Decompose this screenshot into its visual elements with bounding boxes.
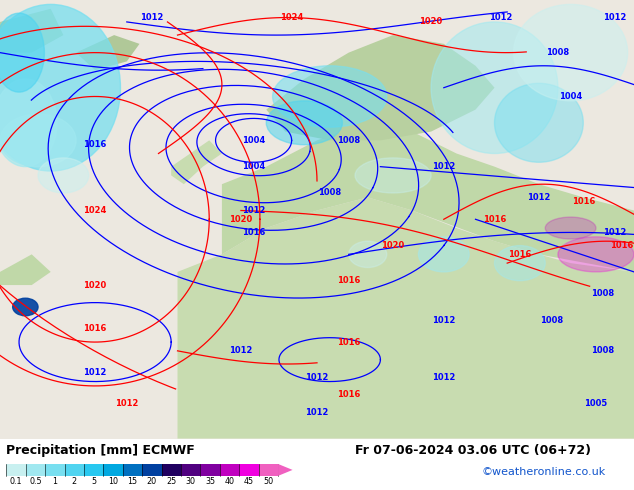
- Bar: [259, 464, 278, 476]
- Text: 1012: 1012: [306, 408, 328, 416]
- Bar: [239, 464, 259, 476]
- Text: 1012: 1012: [230, 346, 252, 355]
- Text: 1004: 1004: [242, 162, 265, 171]
- Text: Precipitation [mm] ECMWF: Precipitation [mm] ECMWF: [6, 444, 195, 457]
- Text: 1016: 1016: [84, 324, 107, 333]
- Text: 1008: 1008: [547, 48, 569, 57]
- Circle shape: [418, 237, 469, 272]
- Text: Fr 07-06-2024 03.06 UTC (06+72): Fr 07-06-2024 03.06 UTC (06+72): [355, 444, 591, 457]
- Bar: [181, 464, 200, 476]
- Bar: [45, 464, 65, 476]
- Text: 1020: 1020: [230, 215, 252, 224]
- Ellipse shape: [355, 158, 431, 193]
- Text: 1008: 1008: [591, 289, 614, 298]
- Circle shape: [0, 114, 76, 167]
- Bar: [200, 464, 220, 476]
- Text: 1008: 1008: [337, 136, 360, 145]
- Text: 1024: 1024: [84, 206, 107, 215]
- Bar: [6, 464, 26, 476]
- Text: 0.1: 0.1: [10, 477, 22, 486]
- Text: 40: 40: [224, 477, 235, 486]
- Ellipse shape: [431, 22, 558, 153]
- Text: 1016: 1016: [337, 276, 360, 285]
- Text: 1012: 1012: [115, 399, 138, 408]
- Bar: [142, 464, 162, 476]
- Text: 25: 25: [166, 477, 176, 486]
- Ellipse shape: [558, 237, 634, 272]
- Bar: [84, 464, 103, 476]
- Text: ©weatheronline.co.uk: ©weatheronline.co.uk: [482, 467, 606, 477]
- Text: 1: 1: [53, 477, 57, 486]
- Circle shape: [38, 158, 89, 193]
- FancyArrow shape: [278, 464, 292, 476]
- Text: 1012: 1012: [84, 368, 107, 377]
- Text: 10: 10: [108, 477, 118, 486]
- Text: 0.5: 0.5: [29, 477, 42, 486]
- Text: 30: 30: [186, 477, 196, 486]
- Text: 1012: 1012: [432, 373, 455, 382]
- Text: 1012: 1012: [604, 13, 626, 22]
- Ellipse shape: [273, 66, 387, 127]
- Polygon shape: [171, 140, 222, 184]
- Text: 1020: 1020: [382, 241, 404, 250]
- Bar: [65, 464, 84, 476]
- Text: 1016: 1016: [572, 197, 595, 206]
- Text: 1020: 1020: [420, 18, 443, 26]
- Text: 1012: 1012: [141, 13, 164, 22]
- Text: 1012: 1012: [604, 228, 626, 237]
- Bar: [103, 464, 123, 476]
- Ellipse shape: [0, 4, 120, 171]
- Text: 35: 35: [205, 477, 215, 486]
- Polygon shape: [76, 35, 139, 70]
- Text: 5: 5: [91, 477, 96, 486]
- Text: 1012: 1012: [432, 316, 455, 325]
- Polygon shape: [222, 123, 634, 272]
- Text: 1012: 1012: [242, 206, 265, 215]
- Bar: [220, 464, 239, 476]
- Text: 1016: 1016: [242, 228, 265, 237]
- Circle shape: [13, 298, 38, 316]
- Text: 1016: 1016: [483, 215, 506, 224]
- Ellipse shape: [266, 101, 342, 145]
- Polygon shape: [266, 35, 495, 140]
- Text: 1005: 1005: [585, 399, 607, 408]
- Text: 1008: 1008: [591, 346, 614, 355]
- Text: 1016: 1016: [508, 250, 531, 259]
- Text: 1024: 1024: [280, 13, 303, 22]
- Text: 45: 45: [244, 477, 254, 486]
- Text: 2: 2: [72, 477, 77, 486]
- Circle shape: [349, 241, 387, 268]
- Text: 15: 15: [127, 477, 138, 486]
- Circle shape: [495, 245, 545, 281]
- Text: 1012: 1012: [489, 13, 512, 22]
- Bar: [162, 464, 181, 476]
- Text: 1004: 1004: [559, 92, 582, 101]
- Text: 1020: 1020: [84, 281, 107, 290]
- Text: 1016: 1016: [337, 390, 360, 399]
- Bar: [26, 464, 45, 476]
- Polygon shape: [0, 9, 63, 52]
- Text: 1012: 1012: [527, 193, 550, 202]
- Ellipse shape: [545, 217, 596, 239]
- Text: 1016: 1016: [337, 338, 360, 346]
- Text: 1004: 1004: [242, 136, 265, 145]
- Text: 20: 20: [147, 477, 157, 486]
- Bar: [123, 464, 142, 476]
- Text: 1008: 1008: [318, 189, 341, 197]
- Text: 1012: 1012: [306, 373, 328, 382]
- Text: 1016: 1016: [84, 140, 107, 149]
- Polygon shape: [178, 197, 634, 439]
- Ellipse shape: [514, 4, 628, 101]
- Polygon shape: [0, 254, 51, 285]
- Text: 1016: 1016: [610, 241, 633, 250]
- Ellipse shape: [495, 83, 583, 162]
- Text: 1008: 1008: [540, 316, 563, 325]
- Text: 1012: 1012: [432, 162, 455, 171]
- Text: 50: 50: [263, 477, 273, 486]
- Ellipse shape: [0, 79, 57, 167]
- Ellipse shape: [0, 13, 44, 92]
